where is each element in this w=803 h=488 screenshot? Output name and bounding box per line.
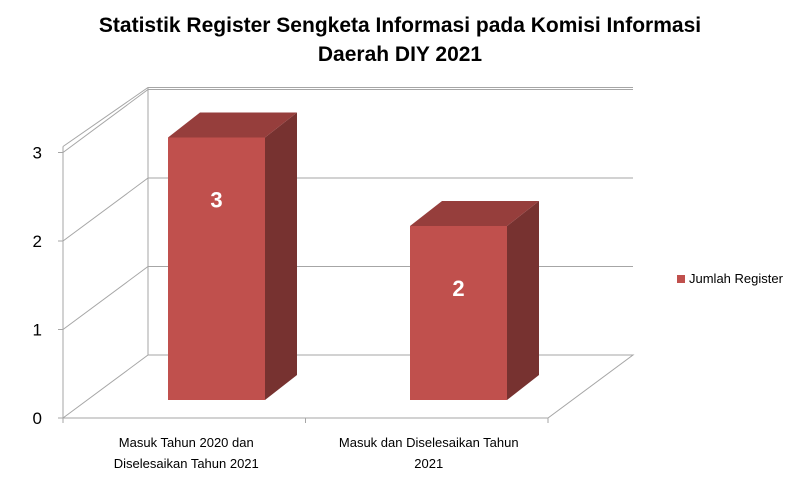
y-tick-label: 3 [33,144,42,163]
bar-side [507,201,539,400]
legend: Jumlah Register [677,271,784,286]
gridline [62,89,633,153]
category-label: Masuk Tahun 2020 dan [119,435,254,450]
legend-swatch [677,275,685,283]
bar: 2 [410,201,539,400]
value-axis: 0 1 2 3 [33,144,63,428]
y-tick-label: 1 [33,321,42,340]
category-axis: Masuk Tahun 2020 dan Diselesaikan Tahun 2… [62,418,549,471]
bars: 32 [168,112,539,400]
chart-title: Statistik Register Sengketa Informasi pa… [99,14,701,66]
gridlines [62,87,633,330]
floor [61,354,635,419]
category-label: 2021 [414,456,443,471]
y-tick-label: 2 [33,232,42,251]
legend-label: Jumlah Register [689,271,784,286]
bar-top [168,112,297,138]
bar-front [410,226,507,400]
bar-front [168,137,265,400]
bar: 3 [168,112,297,400]
gridline [62,177,633,242]
chart-title-line-1: Statistik Register Sengketa Informasi pa… [99,14,701,37]
chart-walls [61,87,635,419]
bar-top [410,201,539,226]
y-tick-label: 0 [33,409,42,428]
chart-title-line-2: Daerah DIY 2021 [318,43,483,66]
data-label: 3 [210,188,222,213]
category-label: Diselesaikan Tahun 2021 [114,456,259,471]
category-label: Masuk dan Diselesaikan Tahun [339,435,519,450]
bar-side [265,112,297,400]
gridline-top [62,87,633,147]
data-label: 2 [452,276,464,301]
